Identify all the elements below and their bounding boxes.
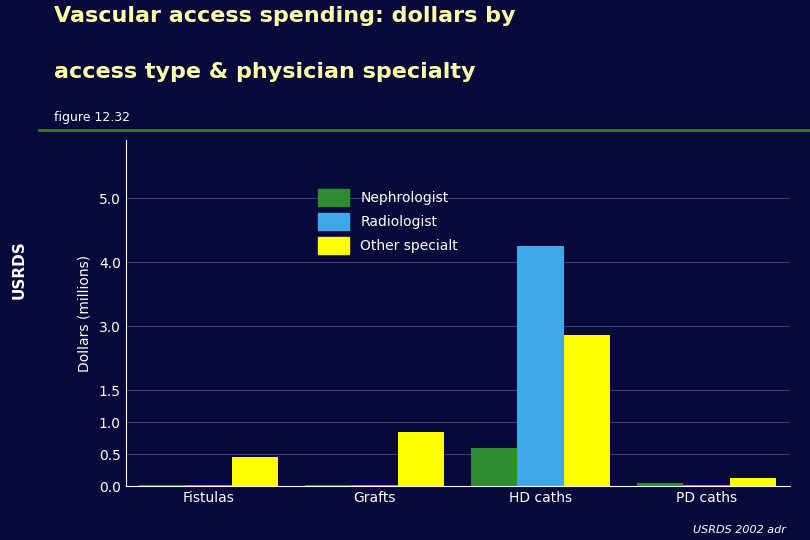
Text: access type & physician specialty: access type & physician specialty — [54, 62, 475, 82]
Bar — [730, 478, 777, 486]
Bar — [139, 485, 185, 486]
Bar — [637, 483, 684, 486]
Bar — [232, 457, 279, 486]
Bar — [185, 485, 232, 486]
Bar — [352, 485, 398, 486]
Text: figure 12.32: figure 12.32 — [54, 111, 130, 124]
Bar — [684, 485, 730, 486]
Text: USRDS 2002 adr: USRDS 2002 adr — [693, 524, 786, 535]
Bar — [564, 335, 611, 486]
Bar — [471, 448, 518, 486]
Y-axis label: Dollars (millions): Dollars (millions) — [78, 255, 92, 372]
Bar — [398, 431, 445, 486]
Text: USRDS: USRDS — [12, 241, 27, 299]
Text: Vascular access spending: dollars by: Vascular access spending: dollars by — [54, 6, 516, 26]
Legend: Nephrologist, Radiologist, Other specialt: Nephrologist, Radiologist, Other special… — [318, 189, 458, 254]
Bar — [518, 246, 564, 486]
Bar — [305, 485, 352, 486]
